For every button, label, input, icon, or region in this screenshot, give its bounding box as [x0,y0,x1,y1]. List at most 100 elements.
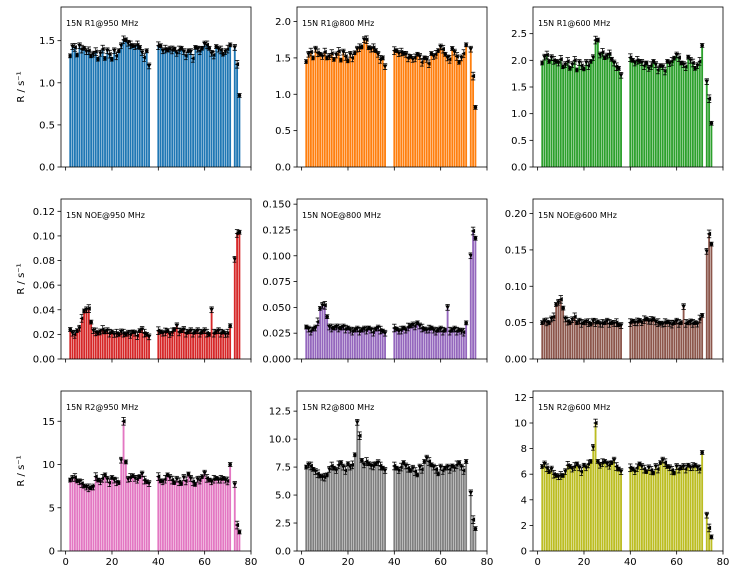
y-tick-label: 0.5 [275,126,291,137]
bar [111,331,113,359]
bar [664,462,666,551]
bar [236,233,239,359]
bar [224,334,227,359]
bar [215,46,218,167]
y-tick-label: 0.000 [262,355,291,366]
data-marker [417,323,423,329]
bar [414,471,417,551]
y-tick-label: 2.0 [275,17,291,28]
bar [687,465,690,551]
y-tick-label: 0.15 [505,245,527,256]
bar [689,467,692,551]
bar [596,461,599,551]
data-marker [424,456,430,461]
bar [569,322,571,359]
data-marker [607,462,612,468]
bar [97,59,99,167]
bar [194,484,197,551]
bar [182,51,185,167]
data-marker [237,230,242,235]
bar [657,69,660,167]
bar [594,40,597,167]
bar [643,319,646,359]
bar [613,63,616,167]
data-marker [429,51,434,56]
y-axis-label: R / s⁻¹ [16,263,27,294]
bar [224,480,227,551]
y-tick-label: 0.5 [39,120,55,131]
bar [138,476,141,551]
bar [201,48,204,168]
bar [398,53,400,167]
bar [599,465,602,551]
bar [189,51,192,167]
bar [710,536,713,551]
bar [421,469,424,551]
data-marker [97,479,103,485]
bar [541,322,544,359]
data-marker [450,46,455,51]
bar [599,324,602,359]
bar [118,50,120,167]
data-marker [172,480,177,485]
data-marker [89,320,93,324]
bar [185,480,188,551]
bar [608,323,611,359]
bar [372,465,375,551]
bar [400,52,403,168]
bar [437,50,440,167]
data-marker [576,465,582,470]
bar [543,57,546,167]
bar [321,56,324,168]
data-marker [195,47,201,52]
data-marker [403,463,409,469]
data-marker [165,48,170,52]
bar [603,461,606,551]
data-marker [318,474,322,478]
data-marker [336,49,341,54]
bar [594,322,597,359]
data-marker [124,38,128,42]
bar [384,66,386,167]
bar [238,232,241,359]
bar [407,468,410,551]
data-marker [452,50,457,55]
data-marker [167,47,173,52]
data-marker [655,466,661,472]
x-tick-label: 40 [388,557,401,568]
bar [138,47,141,167]
x-tick-label: 20 [578,557,591,568]
data-marker [410,322,416,328]
data-marker [641,466,647,472]
subplot-title: 15N R2@950 MHz [66,403,138,412]
bar [222,478,225,551]
x-tick-label: 60 [434,557,447,568]
data-marker [561,64,565,69]
bar [316,473,319,551]
bar [576,463,578,551]
bar [462,332,465,359]
bar [314,328,317,359]
bar [192,58,194,168]
data-marker [473,526,478,531]
data-marker [697,316,702,322]
y-tick-label: 6 [521,470,527,481]
bar [226,333,229,359]
data-marker [97,329,103,335]
bar [76,480,79,551]
bar [414,57,417,167]
bar [210,481,213,551]
data-marker [445,305,451,310]
data-marker [354,420,360,425]
data-marker [114,53,119,59]
data-marker [132,331,138,336]
bar [694,465,697,551]
y-tick-label: 0.0 [39,163,55,174]
data-marker [461,329,466,335]
bar [694,322,697,359]
bar [226,480,229,551]
data-marker [382,64,388,69]
data-marker [368,328,374,333]
bar [458,330,461,359]
y-tick-label: 0.0 [511,163,527,174]
